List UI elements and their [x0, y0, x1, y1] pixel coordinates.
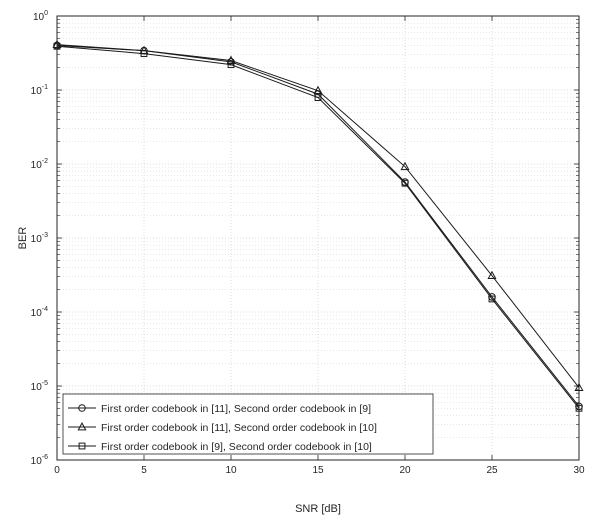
legend-label: First order codebook in [9], Second orde…	[101, 441, 372, 453]
data-point-triangle	[226, 55, 236, 64]
legend-marker-square	[78, 442, 86, 450]
x-tick-label: 15	[312, 465, 324, 476]
y-tick-exponent: -4	[42, 306, 48, 313]
legend-marker-triangle	[77, 422, 87, 431]
data-point-square	[140, 50, 148, 58]
data-point-triangle	[487, 270, 497, 280]
data-point-triangle	[313, 85, 323, 95]
data-point-square	[488, 295, 496, 303]
x-tick-label: 30	[573, 465, 585, 476]
legend-box	[62, 393, 434, 455]
data-point-square	[314, 94, 322, 101]
data-point-square	[401, 179, 409, 187]
legend: First order codebook in [11], Second ord…	[62, 393, 434, 455]
x-tick-label: 25	[486, 465, 498, 476]
y-tick-exponent: -1	[42, 84, 48, 91]
x-tick-label: 20	[399, 465, 411, 476]
x-tick-label: 0	[54, 465, 60, 476]
x-axis: 0 5 10 15 20 25 30	[54, 16, 585, 476]
y-tick-exponent: -5	[42, 380, 48, 387]
legend-marker-circle	[78, 404, 86, 412]
series-3	[53, 42, 583, 412]
legend-entry-3: First order codebook in [9], Second orde…	[68, 441, 372, 453]
data-point-square	[227, 61, 235, 69]
y-tick-exponent: -3	[42, 232, 48, 239]
x-tick-label: 10	[225, 465, 237, 476]
y-tick-exponent: -2	[42, 158, 48, 165]
legend-label: First order codebook in [11], Second ord…	[101, 422, 377, 434]
legend-entry-2: First order codebook in [11], Second ord…	[68, 422, 377, 434]
legend-label: First order codebook in [11], Second ord…	[101, 403, 371, 415]
legend-entry-1: First order codebook in [11], Second ord…	[68, 403, 371, 415]
series-line	[56, 45, 580, 409]
y-axis-label: BER	[17, 227, 29, 250]
y-tick-exponent: -6	[42, 454, 48, 461]
data-point-triangle	[400, 161, 410, 171]
y-tick-exponent: 0	[44, 10, 48, 17]
x-tick-label: 5	[141, 465, 147, 476]
x-axis-label: SNR [dB]	[295, 503, 341, 515]
